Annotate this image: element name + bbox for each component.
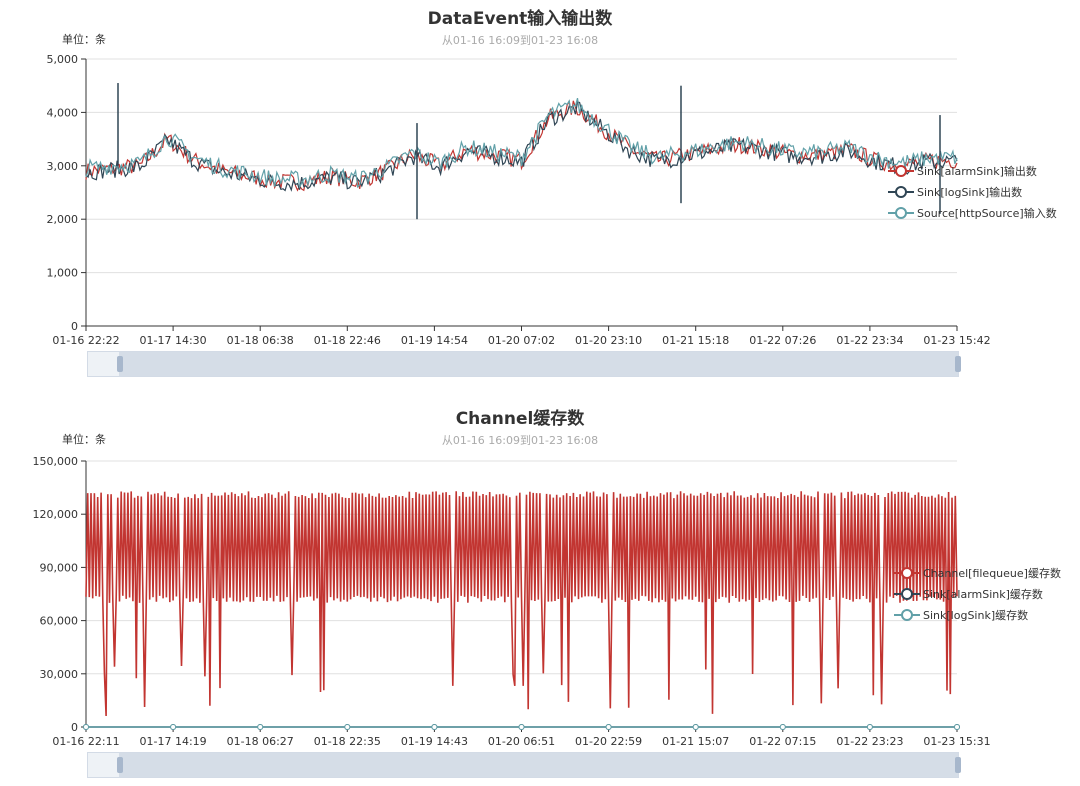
legend-marker-icon (888, 164, 914, 178)
x-tick-label: 01-22 07:15 (749, 735, 816, 748)
legend-marker-icon (894, 608, 920, 622)
datazoom-selection[interactable] (119, 753, 958, 777)
datazoom-right-handle[interactable] (955, 757, 961, 773)
datazoom-left-handle[interactable] (117, 356, 123, 372)
legend-item-filequeue-cache[interactable]: Channel[filequeue]缓存数 (894, 562, 1061, 583)
legend-marker-icon (894, 587, 920, 601)
series-point (605, 724, 612, 730)
series-point (431, 724, 438, 730)
x-tick-label: 01-19 14:54 (401, 334, 468, 347)
legend-label: Sink[logSink]缓存数 (923, 608, 1029, 622)
legend-item-alarm-sink-output[interactable]: Sink[alarmSink]输出数 (888, 160, 1057, 181)
y-tick-label: 30,000 (40, 668, 79, 681)
y-tick-label: 0 (71, 721, 78, 734)
channel-line-chart: 0 30,000 60,000 90,000 120,000 150,000 01-16 2… (33, 455, 991, 748)
chart-title: DataEvent输入输出数 (427, 9, 613, 29)
series-point (83, 724, 89, 730)
legend-marker-icon (888, 206, 914, 220)
x-tick-label: 01-22 23:23 (836, 735, 903, 748)
series-point (779, 724, 786, 730)
x-tick-label: 01-17 14:30 (140, 334, 207, 347)
y-tick-label: 5,000 (47, 53, 79, 66)
x-tick-label: 01-23 15:31 (923, 735, 990, 748)
unit-label: 单位：条 (62, 33, 106, 46)
dataevent-line-chart: 0 1,000 2,000 3,000 4,000 5,000 01-16 22:22 01-… (47, 53, 991, 347)
x-tick-label: 01-18 22:46 (314, 334, 381, 347)
y-tick-label: 150,000 (33, 455, 79, 468)
legend-label: Channel[filequeue]缓存数 (923, 566, 1061, 580)
x-tick-label: 01-16 22:22 (52, 334, 119, 347)
x-tick-label: 01-21 15:07 (662, 735, 729, 748)
y-tick-label: 0 (71, 320, 78, 333)
datazoom-left-handle[interactable] (117, 757, 123, 773)
dataevent-chart-panel: DataEvent输入输出数 从01-16 16:09到01-23 16:08 … (0, 0, 1080, 390)
x-tick-label: 01-20 22:59 (575, 735, 642, 748)
legend-item-alarm-sink-cache[interactable]: Sink[alarmSink]缓存数 (894, 583, 1061, 604)
series-point (954, 724, 960, 730)
series-point (257, 724, 264, 730)
legend-label: Source[httpSource]输入数 (917, 206, 1057, 220)
chart-subtitle: 从01-16 16:09到01-23 16:08 (441, 34, 599, 47)
x-tick-label: 01-16 22:11 (52, 735, 119, 748)
datazoom-right-handle[interactable] (955, 356, 961, 372)
x-tick-label: 01-22 23:34 (836, 334, 903, 347)
series-point (866, 724, 873, 730)
chart-subtitle: 从01-16 16:09到01-23 16:08 (441, 434, 599, 447)
y-tick-label: 3,000 (47, 160, 79, 173)
x-tick-label: 01-22 07:26 (749, 334, 816, 347)
x-tick-label: 01-18 06:38 (227, 334, 294, 347)
y-tick-label: 1,000 (47, 267, 79, 280)
legend-item-http-source-input[interactable]: Source[httpSource]输入数 (888, 202, 1057, 223)
datazoom-selection[interactable] (119, 352, 958, 376)
x-tick-label: 01-18 22:35 (314, 735, 381, 748)
y-tick-label: 60,000 (40, 615, 79, 628)
series-line (85, 101, 958, 192)
series-line (85, 99, 958, 192)
legend-label: Sink[logSink]输出数 (917, 185, 1023, 199)
legend: Channel[filequeue]缓存数 Sink[alarmSink]缓存数… (894, 562, 1061, 625)
legend-item-log-sink-cache[interactable]: Sink[logSink]缓存数 (894, 604, 1061, 625)
x-tick-label: 01-20 06:51 (488, 735, 555, 748)
legend: Sink[alarmSink]输出数 Sink[logSink]输出数 Sour… (888, 160, 1057, 223)
y-tick-label: 120,000 (33, 508, 79, 521)
x-tick-label: 01-18 06:27 (227, 735, 294, 748)
legend-label: Sink[alarmSink]缓存数 (923, 587, 1043, 601)
series-point (170, 724, 177, 730)
y-tick-label: 4,000 (47, 106, 79, 119)
x-tick-label: 01-21 15:18 (662, 334, 729, 347)
chart-title: Channel缓存数 (455, 409, 585, 429)
series-point (344, 724, 351, 730)
unit-label: 单位：条 (62, 433, 106, 446)
series-line (85, 491, 958, 717)
series-point (692, 724, 699, 730)
x-tick-label: 01-23 15:42 (923, 334, 990, 347)
legend-item-log-sink-output[interactable]: Sink[logSink]输出数 (888, 181, 1057, 202)
x-tick-label: 01-20 23:10 (575, 334, 642, 347)
y-tick-label: 2,000 (47, 213, 79, 226)
datazoom-slider[interactable] (87, 351, 961, 377)
datazoom-slider[interactable] (87, 752, 961, 778)
y-tick-label: 90,000 (40, 561, 79, 574)
x-tick-label: 01-19 14:43 (401, 735, 468, 748)
x-tick-label: 01-17 14:19 (140, 735, 207, 748)
series-line (85, 97, 958, 189)
channel-chart-panel: Channel缓存数 从01-16 16:09到01-23 16:08 单位：条… (0, 400, 1080, 786)
legend-marker-icon (888, 185, 914, 199)
x-tick-label: 01-20 07:02 (488, 334, 555, 347)
legend-label: Sink[alarmSink]输出数 (917, 164, 1037, 178)
legend-marker-icon (894, 566, 920, 580)
series-point (518, 724, 525, 730)
